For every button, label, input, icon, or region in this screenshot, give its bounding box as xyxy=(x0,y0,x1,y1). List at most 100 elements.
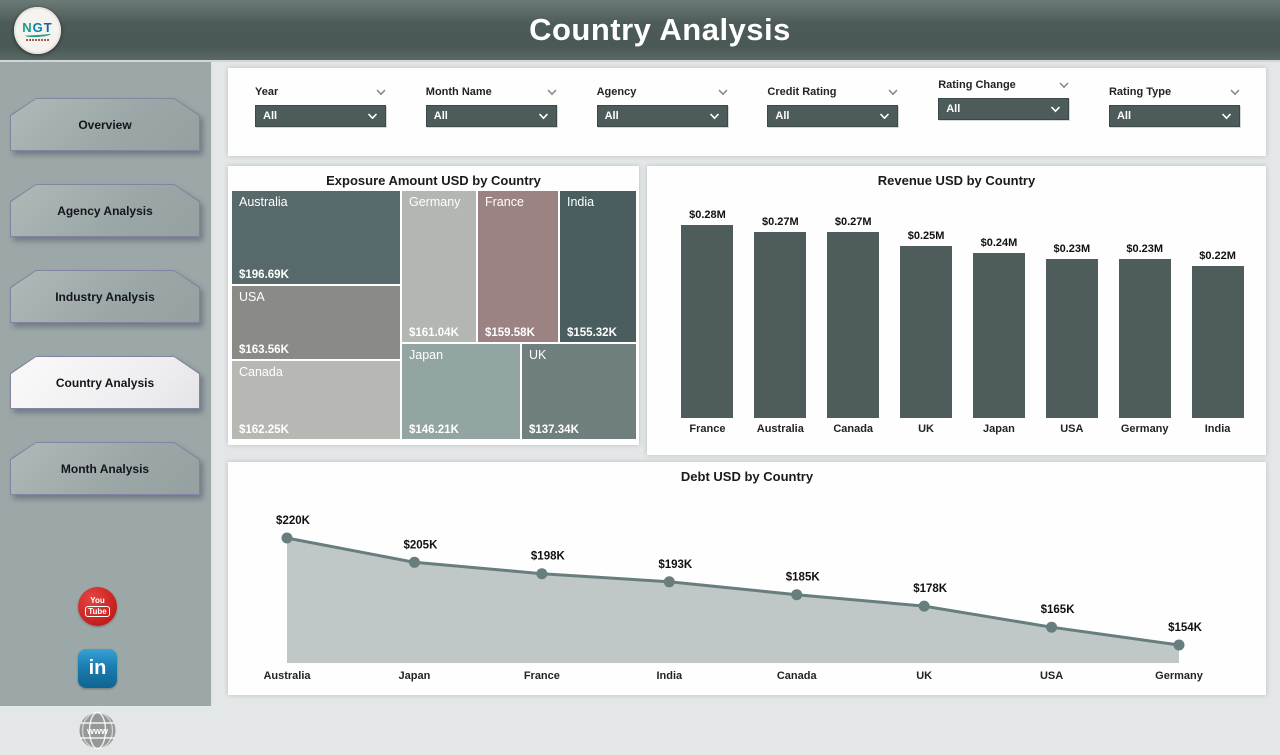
bar[interactable] xyxy=(972,253,1025,418)
treemap-tile-france[interactable]: France $159.58K xyxy=(478,191,558,342)
point-value-label: $220K xyxy=(276,515,311,527)
tile-value-label: $159.58K xyxy=(485,327,535,339)
point-value-label: $178K xyxy=(913,583,948,595)
slicer-header: Agency xyxy=(597,83,728,101)
bar[interactable] xyxy=(1118,259,1171,418)
slicer-value: All xyxy=(604,110,619,122)
slicer-dropdown[interactable]: All xyxy=(938,98,1070,120)
sidebar-item-country-analysis[interactable]: Country Analysis xyxy=(10,356,200,409)
bar[interactable] xyxy=(754,232,807,418)
slicer-dropdown[interactable]: All xyxy=(767,105,899,127)
sidebar-item-month-analysis[interactable]: Month Analysis xyxy=(10,442,200,495)
tile-country-label: India xyxy=(567,195,595,209)
treemap-tile-usa[interactable]: USA $163.56K xyxy=(232,286,400,359)
nav-button-face: Agency Analysis xyxy=(11,185,199,236)
bar-value-label: $0.24M xyxy=(980,237,1018,249)
treemap-tile-australia[interactable]: Australia $196.69K xyxy=(232,191,400,284)
nav-button-label: Agency Analysis xyxy=(57,203,153,218)
tile-value-label: $163.56K xyxy=(239,344,289,356)
slicer-dropdown[interactable]: All xyxy=(596,105,728,127)
sidebar: Overview Agency Analysis Industry Analys… xyxy=(0,62,213,750)
treemap-tile-india[interactable]: India $155.32K xyxy=(560,191,636,342)
slicer-label: Rating Change xyxy=(938,79,1016,91)
axis-category-label: UK xyxy=(916,670,932,682)
filter-month-name: Month Name All xyxy=(425,83,557,156)
chevron-down-icon xyxy=(718,88,728,96)
treemap-tile-canada[interactable]: Canada $162.25K xyxy=(232,361,400,439)
slicer-dropdown[interactable]: All xyxy=(255,105,386,127)
slicer-label: Year xyxy=(255,86,279,98)
treemap-tile-japan[interactable]: Japan $146.21K xyxy=(402,344,520,439)
bar[interactable] xyxy=(681,225,734,418)
bar-value-label: $0.27M xyxy=(834,216,872,228)
bar-chart-title: Revenue USD by Country xyxy=(877,173,1036,188)
area-chart-card: Debt USD by Country $220K Australia $205K J… xyxy=(228,462,1266,695)
slicer-header: Rating Type xyxy=(1109,83,1240,101)
bar-value-label: $0.22M xyxy=(1199,250,1236,262)
sidebar-item-agency-analysis[interactable]: Agency Analysis xyxy=(10,184,200,237)
area-fill xyxy=(287,538,1180,663)
company-logo: NGT xyxy=(14,7,61,54)
bar-column-canada: $0.27M Canada xyxy=(817,200,890,440)
point-value-label: $193K xyxy=(658,559,693,571)
chevron-down-icon xyxy=(367,112,378,120)
filter-agency: Agency All xyxy=(596,83,728,156)
chevron-down-icon xyxy=(1230,88,1240,96)
filter-bar: Year All Month Name All Agency All Credi… xyxy=(228,68,1266,156)
point-value-label: $185K xyxy=(786,572,821,584)
point-value-label: $165K xyxy=(1041,604,1076,616)
chevron-down-icon xyxy=(1221,112,1232,120)
filter-rating-change: Rating Change All xyxy=(938,76,1070,149)
slicer-dropdown[interactable]: All xyxy=(1108,105,1240,127)
axis-category-label: Australia xyxy=(263,670,311,682)
axis-category-label: Germany xyxy=(1155,670,1204,682)
tile-country-label: Japan xyxy=(409,348,444,362)
sidebar-item-industry-analysis[interactable]: Industry Analysis xyxy=(10,270,200,323)
tile-value-label: $162.25K xyxy=(239,424,289,436)
data-point-uk[interactable] xyxy=(918,600,930,612)
chevron-down-icon xyxy=(1059,81,1069,89)
bar-value-label: $0.25M xyxy=(907,230,945,242)
data-point-france[interactable] xyxy=(536,568,548,580)
data-point-australia[interactable] xyxy=(281,532,293,544)
nav-button-label: Industry Analysis xyxy=(55,289,155,304)
filter-rating-type: Rating Type All xyxy=(1108,83,1240,156)
data-point-canada[interactable] xyxy=(791,589,803,601)
slicer-value: All xyxy=(433,110,448,122)
nav-button-face: Overview xyxy=(11,99,199,150)
data-point-india[interactable] xyxy=(663,576,675,588)
filter-year: Year All xyxy=(255,83,386,156)
bar[interactable] xyxy=(1191,266,1244,418)
linkedin-icon[interactable]: in xyxy=(78,649,117,688)
bar[interactable] xyxy=(900,246,953,418)
treemap-tile-uk[interactable]: UK $137.34K xyxy=(522,344,636,439)
nav-button-label: Overview xyxy=(78,117,132,132)
tile-country-label: France xyxy=(485,195,524,209)
axis-category-label: France xyxy=(524,670,560,682)
data-point-germany[interactable] xyxy=(1173,639,1185,651)
tile-value-label: $137.34K xyxy=(529,424,579,436)
bar-value-label: $0.28M xyxy=(689,209,726,221)
chevron-down-icon xyxy=(709,112,720,120)
treemap-chart: Australia $196.69K USA $163.56K Canada $16… xyxy=(232,191,636,439)
nav-button-label: Month Analysis xyxy=(60,461,150,476)
treemap-card: Exposure Amount USD by Country Australia… xyxy=(228,166,639,445)
data-point-japan[interactable] xyxy=(408,556,420,568)
slicer-dropdown[interactable]: All xyxy=(425,105,557,127)
area-chart: $220K Australia $205K Japan $198K France $193K… xyxy=(263,515,1204,682)
tile-value-label: $161.04K xyxy=(409,327,459,339)
youtube-icon[interactable]: You Tube xyxy=(78,587,117,626)
bar[interactable] xyxy=(827,232,880,418)
bar-chart: $0.28M France $0.27M Australia $0.27M Cana… xyxy=(671,200,1254,440)
website-icon[interactable]: www xyxy=(78,711,117,750)
slicer-value: All xyxy=(775,110,790,122)
bar[interactable] xyxy=(1045,259,1098,418)
slicer-value: All xyxy=(263,110,278,122)
sidebar-item-overview[interactable]: Overview xyxy=(10,98,200,151)
treemap-tile-germany[interactable]: Germany $161.04K xyxy=(402,191,476,342)
chevron-down-icon xyxy=(888,88,898,96)
data-point-usa[interactable] xyxy=(1046,621,1058,633)
slicer-label: Agency xyxy=(596,86,637,98)
axis-category-label: USA xyxy=(1040,670,1063,682)
